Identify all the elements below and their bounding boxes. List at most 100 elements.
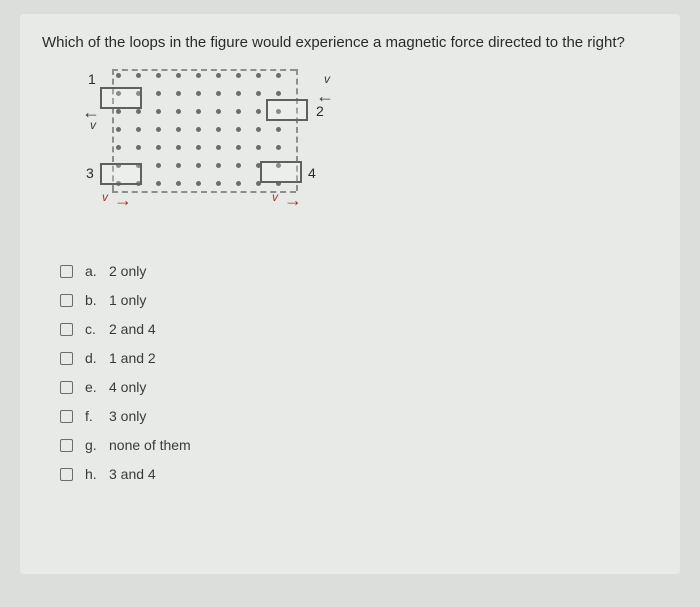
field-dot (176, 181, 181, 186)
field-dot (236, 109, 241, 114)
option-letter: d. (85, 350, 109, 366)
option-a[interactable]: a.2 only (60, 263, 658, 279)
field-dot (176, 127, 181, 132)
checkbox-icon[interactable] (60, 439, 73, 452)
field-dot (256, 73, 261, 78)
field-dot (176, 91, 181, 96)
option-letter: b. (85, 292, 109, 308)
option-text: 1 and 2 (109, 350, 156, 366)
velocity-arrow: → (114, 191, 132, 209)
field-dot (236, 73, 241, 78)
option-f[interactable]: f.3 only (60, 408, 658, 424)
option-text: none of them (109, 437, 191, 453)
field-dot (216, 109, 221, 114)
field-dot (196, 109, 201, 114)
field-dot (216, 91, 221, 96)
velocity-label: v (324, 73, 330, 85)
field-dot (196, 181, 201, 186)
checkbox-icon[interactable] (60, 468, 73, 481)
option-d[interactable]: d.1 and 2 (60, 350, 658, 366)
field-dot (136, 127, 141, 132)
field-dot (176, 109, 181, 114)
field-dot (236, 163, 241, 168)
field-dot (156, 127, 161, 132)
loop-label-3: 3 (86, 165, 94, 181)
loop-2 (266, 99, 308, 121)
field-dot (136, 73, 141, 78)
velocity-arrow: → (284, 191, 302, 209)
checkbox-icon[interactable] (60, 323, 73, 336)
field-dot (276, 91, 281, 96)
option-text: 2 and 4 (109, 321, 156, 337)
field-dot (116, 109, 121, 114)
option-text: 3 only (109, 408, 146, 424)
loop-4 (260, 161, 302, 183)
physics-figure: 1234←v←v→v→v (66, 63, 346, 223)
field-dot (216, 181, 221, 186)
field-dot (176, 163, 181, 168)
options-list: a.2 onlyb.1 onlyc.2 and 4d.1 and 2e.4 on… (60, 263, 658, 482)
field-dot (156, 109, 161, 114)
velocity-label: v (102, 191, 108, 203)
option-h[interactable]: h.3 and 4 (60, 466, 658, 482)
field-dot (196, 163, 201, 168)
option-letter: f. (85, 408, 109, 424)
field-dot (156, 163, 161, 168)
option-letter: h. (85, 466, 109, 482)
field-dot (216, 127, 221, 132)
option-letter: c. (85, 321, 109, 337)
option-text: 3 and 4 (109, 466, 156, 482)
checkbox-icon[interactable] (60, 265, 73, 278)
field-dot (236, 145, 241, 150)
option-letter: e. (85, 379, 109, 395)
field-dot (276, 73, 281, 78)
loop-3 (100, 163, 142, 185)
option-letter: a. (85, 263, 109, 279)
field-dot (236, 91, 241, 96)
field-dot (256, 127, 261, 132)
field-dot (116, 127, 121, 132)
option-b[interactable]: b.1 only (60, 292, 658, 308)
field-dot (216, 73, 221, 78)
velocity-label: v (272, 191, 278, 203)
option-text: 1 only (109, 292, 146, 308)
field-dot (196, 73, 201, 78)
field-dot (236, 181, 241, 186)
question-text: Which of the loops in the figure would e… (42, 34, 658, 51)
field-dot (156, 91, 161, 96)
checkbox-icon[interactable] (60, 410, 73, 423)
field-dot (236, 127, 241, 132)
field-dot (216, 145, 221, 150)
field-dot (116, 73, 121, 78)
field-dot (216, 163, 221, 168)
checkbox-icon[interactable] (60, 294, 73, 307)
question-card: Which of the loops in the figure would e… (20, 14, 680, 574)
checkbox-icon[interactable] (60, 352, 73, 365)
field-dot (156, 73, 161, 78)
field-boundary (112, 191, 296, 193)
field-dot (196, 145, 201, 150)
field-dot (196, 91, 201, 96)
option-text: 4 only (109, 379, 146, 395)
velocity-label: v (90, 119, 96, 131)
option-e[interactable]: e.4 only (60, 379, 658, 395)
field-dot (276, 145, 281, 150)
option-c[interactable]: c.2 and 4 (60, 321, 658, 337)
option-letter: g. (85, 437, 109, 453)
field-dot (136, 145, 141, 150)
field-dot (256, 145, 261, 150)
field-dot (136, 109, 141, 114)
option-text: 2 only (109, 263, 146, 279)
option-g[interactable]: g.none of them (60, 437, 658, 453)
field-dot (256, 91, 261, 96)
field-dot (276, 127, 281, 132)
checkbox-icon[interactable] (60, 381, 73, 394)
loop-1 (100, 87, 142, 109)
velocity-arrow: ← (316, 87, 334, 105)
field-dot (176, 145, 181, 150)
field-boundary (112, 69, 296, 71)
field-dot (156, 145, 161, 150)
field-dot (196, 127, 201, 132)
field-dot (256, 109, 261, 114)
loop-label-1: 1 (88, 71, 96, 87)
